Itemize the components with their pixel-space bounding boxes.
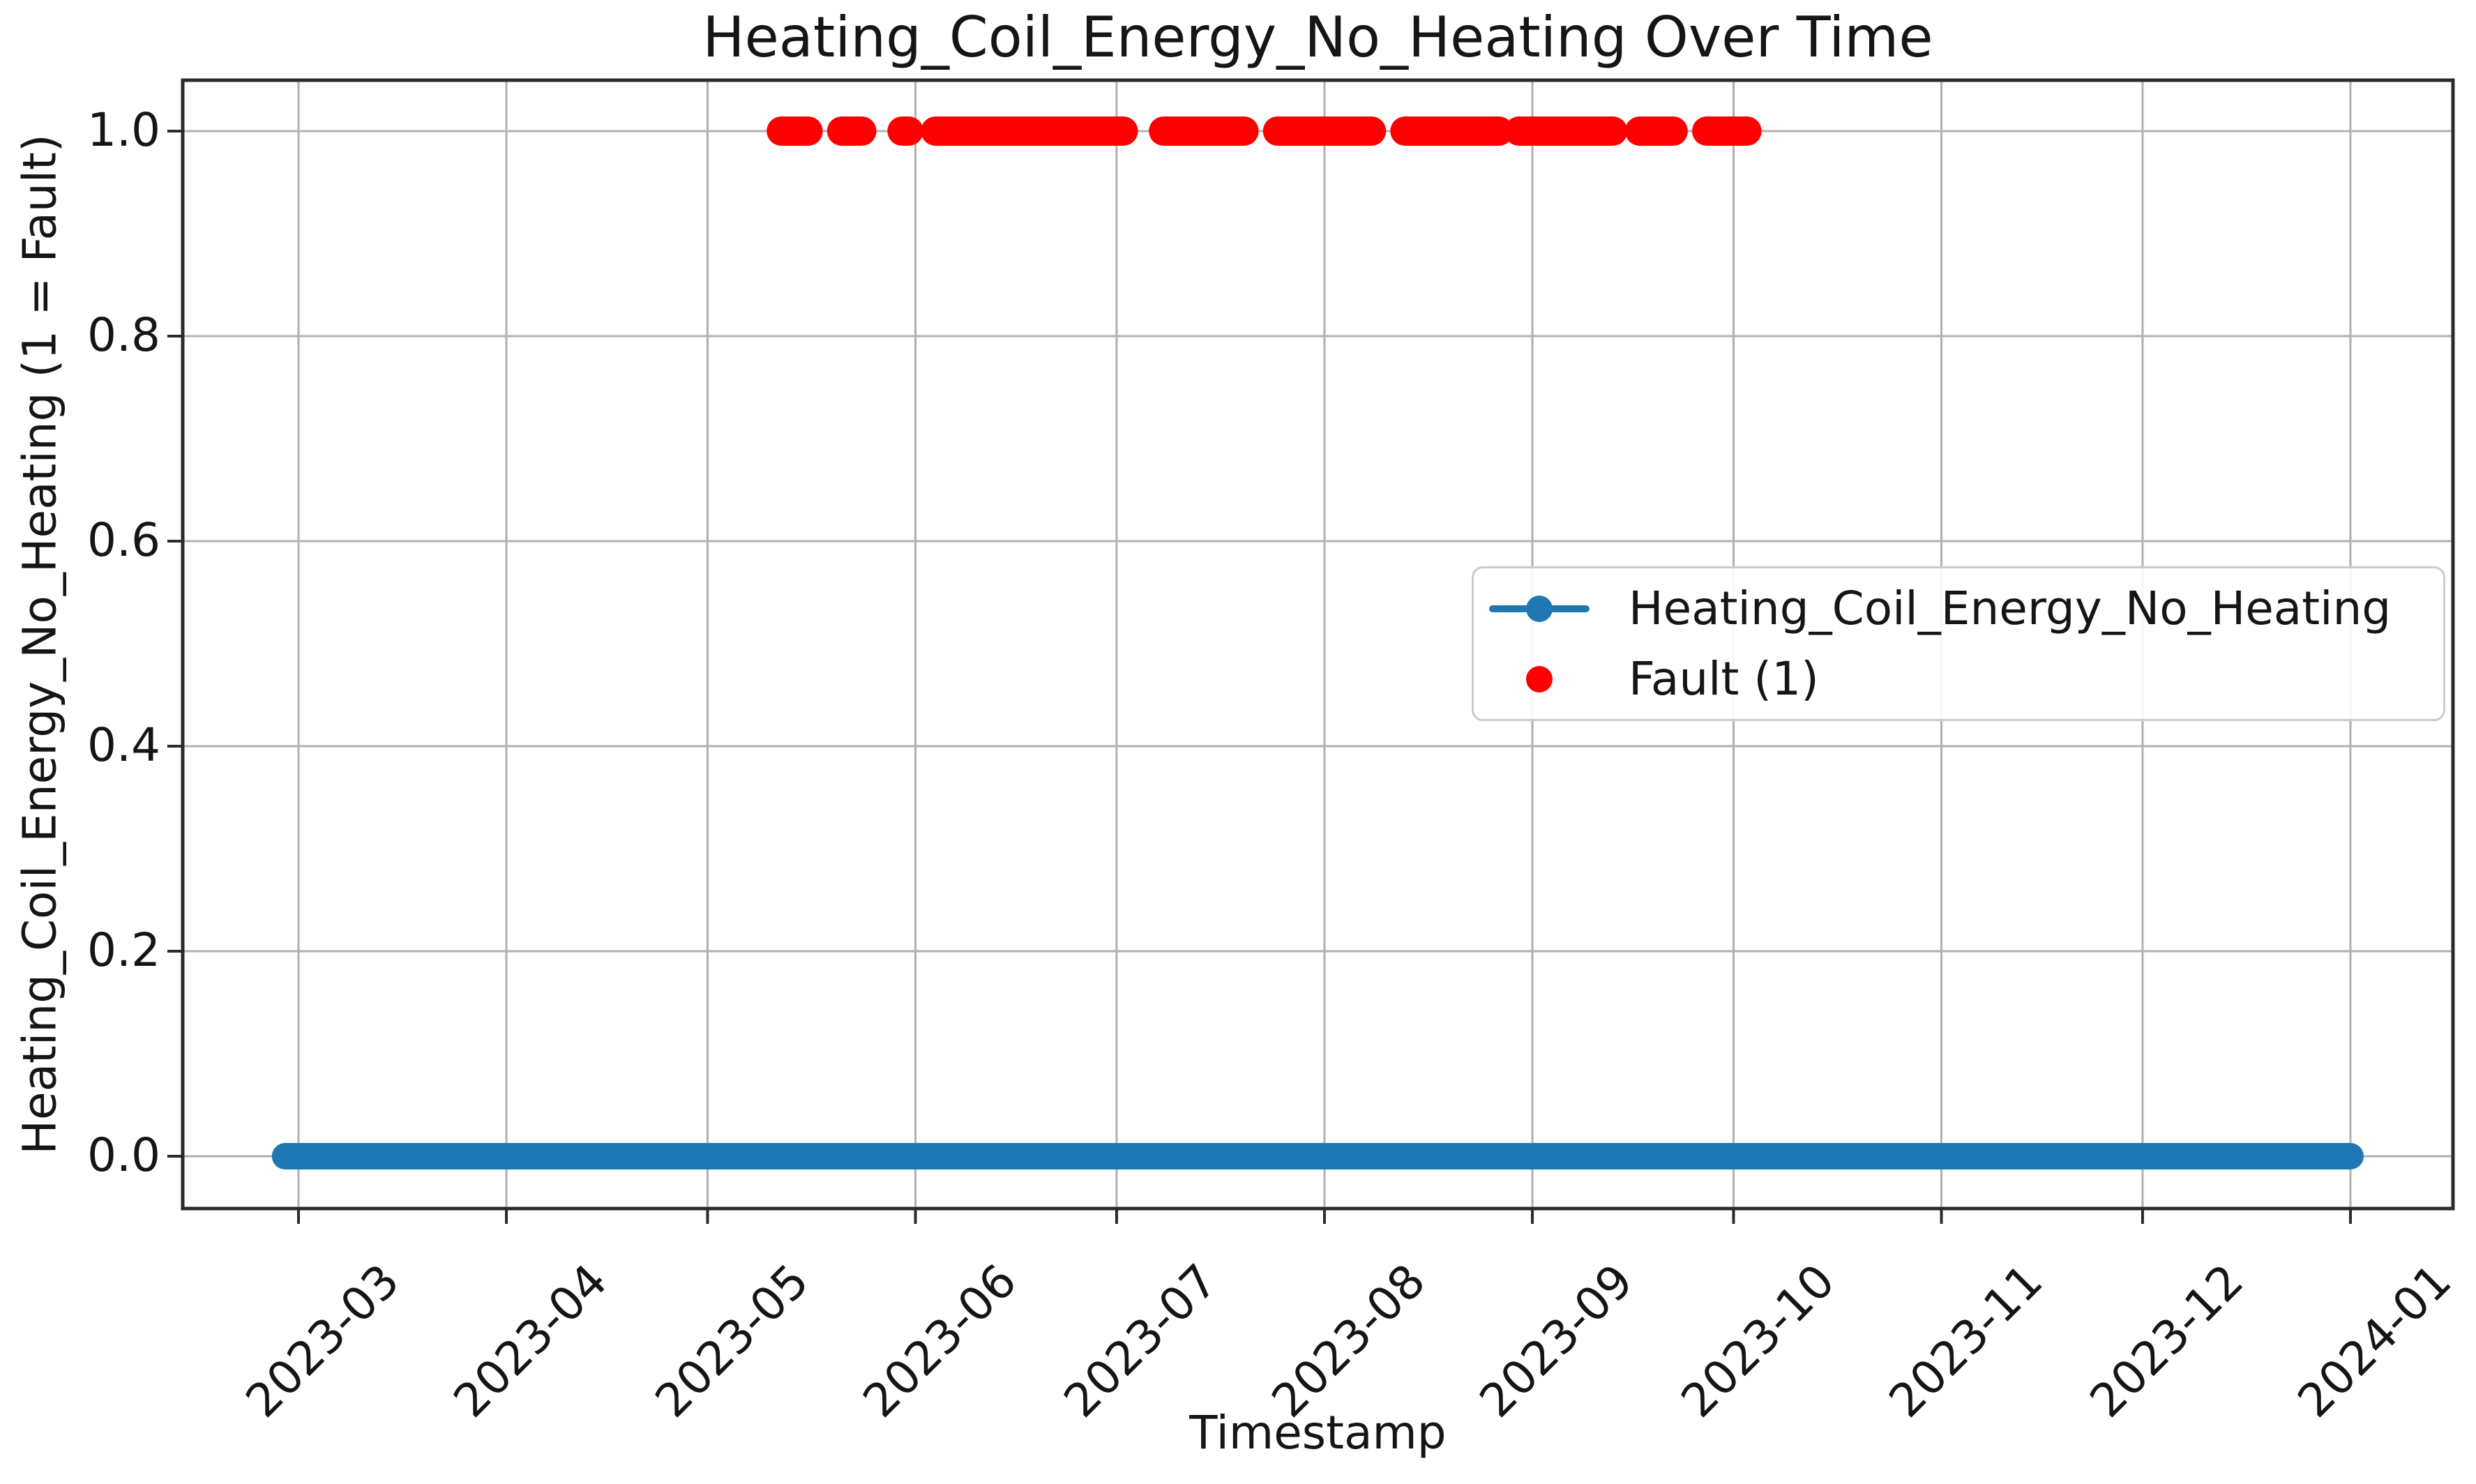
x-axis-label: Timestamp xyxy=(1189,1406,1447,1460)
legend-circle-icon xyxy=(1526,595,1553,622)
legend-line-circle-marker xyxy=(1488,573,1591,644)
axes-frame xyxy=(181,78,2455,1211)
legend-label-series: Heating_Coil_Energy_No_Heating xyxy=(1629,582,2392,635)
legend-label-fault: Fault (1) xyxy=(1629,652,1819,706)
legend-item-fault: Fault (1) xyxy=(1474,644,2443,714)
legend-dot-marker xyxy=(1488,644,1591,714)
chart-title: Heating_Coil_Energy_No_Heating Over Time xyxy=(702,5,1933,70)
legend: Heating_Coil_Energy_No_Heating Fault (1) xyxy=(1472,566,2445,721)
legend-dot-icon xyxy=(1526,665,1553,692)
legend-item-series: Heating_Coil_Energy_No_Heating xyxy=(1474,573,2443,644)
